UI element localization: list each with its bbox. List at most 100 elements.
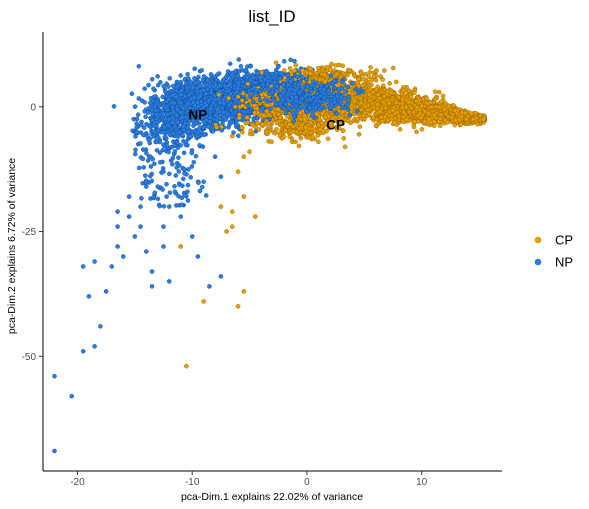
data-point-np — [228, 107, 234, 113]
data-point-np — [201, 87, 206, 93]
data-point-np — [228, 91, 233, 97]
data-point-np — [258, 75, 264, 80]
data-point-np — [203, 193, 209, 198]
data-point-np — [175, 140, 180, 145]
data-point-np — [155, 196, 161, 202]
data-point-np — [215, 107, 220, 112]
data-point-cp — [362, 117, 367, 122]
data-point-cp — [245, 81, 251, 87]
data-point-np — [140, 180, 145, 186]
data-point-np — [161, 204, 167, 209]
data-point-np — [140, 147, 146, 152]
data-point-np — [185, 182, 191, 188]
data-point-np — [185, 189, 190, 194]
data-point-np — [235, 122, 240, 128]
data-point-np — [157, 160, 163, 165]
data-point-np — [202, 124, 207, 130]
data-point-np — [156, 135, 161, 140]
data-point-np — [141, 165, 146, 170]
data-point-np — [140, 156, 146, 162]
data-point-cp — [358, 107, 364, 113]
data-point-cp — [373, 78, 379, 83]
data-point-cp — [387, 81, 392, 86]
data-point-np — [226, 102, 232, 107]
data-point-np — [150, 111, 155, 117]
data-point-np — [143, 173, 148, 178]
data-point-np — [167, 132, 173, 137]
data-point-cp — [397, 127, 403, 132]
data-point-np — [207, 119, 213, 124]
data-point-np — [171, 109, 176, 114]
data-point-np — [255, 71, 260, 76]
data-point-np — [227, 81, 233, 86]
data-point-np — [152, 190, 158, 195]
data-point-np — [174, 113, 180, 118]
data-point-np — [170, 105, 175, 110]
data-point-np — [199, 68, 204, 73]
data-point-np — [178, 143, 183, 148]
data-point-np — [173, 173, 179, 178]
data-point-np — [229, 72, 235, 78]
data-point-np — [269, 71, 275, 77]
data-point-np — [208, 106, 214, 111]
data-point-np — [142, 100, 147, 105]
data-point-cp — [235, 94, 241, 100]
data-point-np — [181, 139, 186, 144]
data-point-np — [189, 164, 195, 169]
data-point-np — [153, 108, 158, 113]
data-point-np — [147, 100, 153, 105]
data-point-np — [213, 113, 219, 118]
data-point-np — [224, 78, 229, 84]
data-point-np — [238, 64, 244, 69]
data-point-np — [160, 94, 165, 100]
data-point-np — [174, 203, 179, 208]
data-point-np — [146, 82, 151, 88]
data-point-np — [152, 161, 157, 167]
data-point-np — [207, 115, 213, 120]
data-point-np — [176, 163, 182, 168]
data-point-np — [178, 73, 183, 78]
data-point-np — [167, 190, 173, 195]
data-point-np — [251, 116, 256, 121]
data-point-np — [288, 57, 293, 63]
data-point-np — [225, 69, 231, 74]
data-point-np — [192, 76, 197, 81]
data-point-np — [200, 144, 206, 149]
data-point-cp — [437, 89, 442, 95]
data-point-np — [185, 198, 191, 203]
data-point-np — [186, 167, 191, 172]
chart-title: list_ID — [248, 7, 295, 26]
data-point-np — [134, 121, 139, 126]
data-point-np — [136, 96, 142, 101]
data-point-np — [189, 150, 194, 156]
data-point-cp — [265, 103, 270, 108]
data-point-np — [178, 88, 184, 93]
data-point-np — [160, 187, 165, 192]
data-point-np — [240, 68, 246, 73]
data-point-np — [229, 115, 234, 120]
data-point-np — [134, 116, 140, 122]
data-point-np — [147, 173, 153, 179]
data-point-np — [163, 116, 169, 121]
data-point-np — [174, 94, 179, 100]
data-point-np — [211, 100, 216, 105]
data-point-np — [136, 64, 142, 69]
data-point-np — [200, 184, 205, 190]
data-point-np — [182, 193, 188, 198]
data-point-np — [232, 109, 238, 115]
data-point-np — [172, 100, 177, 106]
data-point-np — [111, 104, 117, 109]
data-point-cp — [412, 90, 417, 95]
data-point-np — [212, 82, 218, 88]
data-point-cp — [233, 104, 238, 110]
data-point-cp — [358, 100, 364, 106]
data-point-np — [221, 114, 227, 120]
data-point-np — [236, 133, 241, 139]
data-point-np — [193, 80, 198, 86]
data-point-np — [172, 184, 177, 189]
data-point-np — [164, 194, 169, 199]
data-point-np — [206, 98, 212, 103]
data-point-np — [185, 101, 191, 106]
data-point-np — [165, 123, 171, 128]
